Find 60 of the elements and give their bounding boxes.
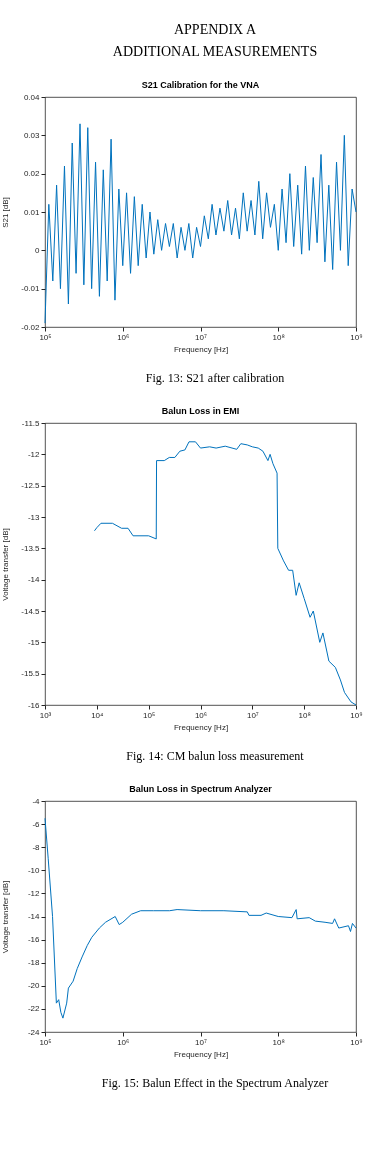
x-tick-label: 10⁶ bbox=[194, 710, 208, 720]
y-tick-label: -13.5 bbox=[21, 543, 41, 553]
y-tick-label: -24 bbox=[27, 1027, 41, 1037]
y-tick-label: -10 bbox=[27, 865, 41, 875]
x-tick-label: 10⁸ bbox=[272, 332, 285, 342]
y-tick-label: -15 bbox=[27, 637, 41, 647]
x-tick-label: 10⁷ bbox=[195, 1037, 207, 1047]
y-tick-label: 0.02 bbox=[23, 169, 41, 179]
y-tick-label: 0 bbox=[35, 245, 41, 255]
y-tick-label: -20 bbox=[27, 981, 41, 991]
text: ADDITIONAL MEASUREMENTS bbox=[112, 44, 318, 59]
y-tick-label: -8 bbox=[32, 842, 41, 852]
x-tick-label: 10⁶ bbox=[117, 1037, 130, 1047]
y-tick-label: -16 bbox=[27, 935, 41, 945]
caption: Fig. 15: Balun Effect in the Spectrum Analyzer bbox=[101, 1076, 329, 1090]
y-tick-label: -12.5 bbox=[21, 481, 41, 491]
y-tick-label: -12 bbox=[27, 888, 41, 898]
chart-title: Balun Loss in EMI bbox=[161, 406, 240, 416]
y-tick-label: -11.5 bbox=[21, 418, 41, 428]
line-series bbox=[44, 123, 357, 324]
y-tick-label: -13 bbox=[27, 512, 41, 522]
y-axis-title: Voltage transfer [dB] bbox=[0, 528, 10, 601]
x-tick-label: 10⁹ bbox=[350, 1037, 363, 1047]
y-tick-label: -12 bbox=[27, 449, 41, 459]
x-tick-label: 10⁹ bbox=[350, 710, 363, 720]
y-tick-label: -0.01 bbox=[21, 284, 41, 294]
x-tick-label: 10⁹ bbox=[350, 332, 363, 342]
chart-title: Balun Loss in Spectrum Analyzer bbox=[129, 784, 273, 794]
x-tick-label: 10⁴ bbox=[91, 710, 105, 720]
caption: Fig. 14: CM balun loss measurement bbox=[126, 749, 305, 763]
y-tick-label: -18 bbox=[27, 958, 41, 968]
y-tick-label: -22 bbox=[27, 1004, 41, 1014]
x-tick-label: 10⁸ bbox=[272, 1037, 285, 1047]
x-tick-label: 10⁷ bbox=[246, 710, 259, 720]
caption: Fig. 13: S21 after calibration bbox=[145, 371, 285, 385]
y-tick-label: 0.01 bbox=[23, 207, 41, 217]
x-tick-label: 10³ bbox=[39, 710, 52, 720]
x-axis-title: Frequency [Hz] bbox=[173, 722, 229, 732]
y-tick-label: 0.04 bbox=[23, 92, 41, 102]
x-axis-title: Frequency [Hz] bbox=[173, 1049, 229, 1059]
x-tick-label: 10⁵ bbox=[39, 1037, 52, 1047]
x-tick-label: 10⁵ bbox=[39, 332, 52, 342]
chart-title: S21 Calibration for the VNA bbox=[141, 80, 260, 90]
x-tick-label: 10⁷ bbox=[195, 332, 207, 342]
text: APPENDIX A bbox=[173, 22, 257, 37]
x-tick-label: 10⁵ bbox=[143, 710, 156, 720]
y-tick-label: -14 bbox=[27, 912, 41, 921]
y-tick-label: -16 bbox=[27, 700, 41, 710]
y-tick-label: 0.03 bbox=[23, 130, 41, 140]
y-tick-label: -0.02 bbox=[21, 322, 41, 332]
y-tick-label: -14 bbox=[27, 575, 41, 585]
x-tick-label: 10⁶ bbox=[117, 332, 130, 342]
y-tick-label: -4 bbox=[32, 796, 41, 806]
y-tick-label: -14.5 bbox=[21, 606, 41, 616]
y-axis-title: Voltage transfer [dB] bbox=[0, 880, 10, 954]
y-axis-title: S21 [dB] bbox=[0, 197, 10, 228]
x-axis-title: Frequency [Hz] bbox=[173, 344, 229, 354]
y-tick-label: -6 bbox=[32, 819, 41, 829]
y-tick-label: -15.5 bbox=[21, 669, 41, 679]
x-tick-label: 10⁸ bbox=[298, 710, 311, 720]
